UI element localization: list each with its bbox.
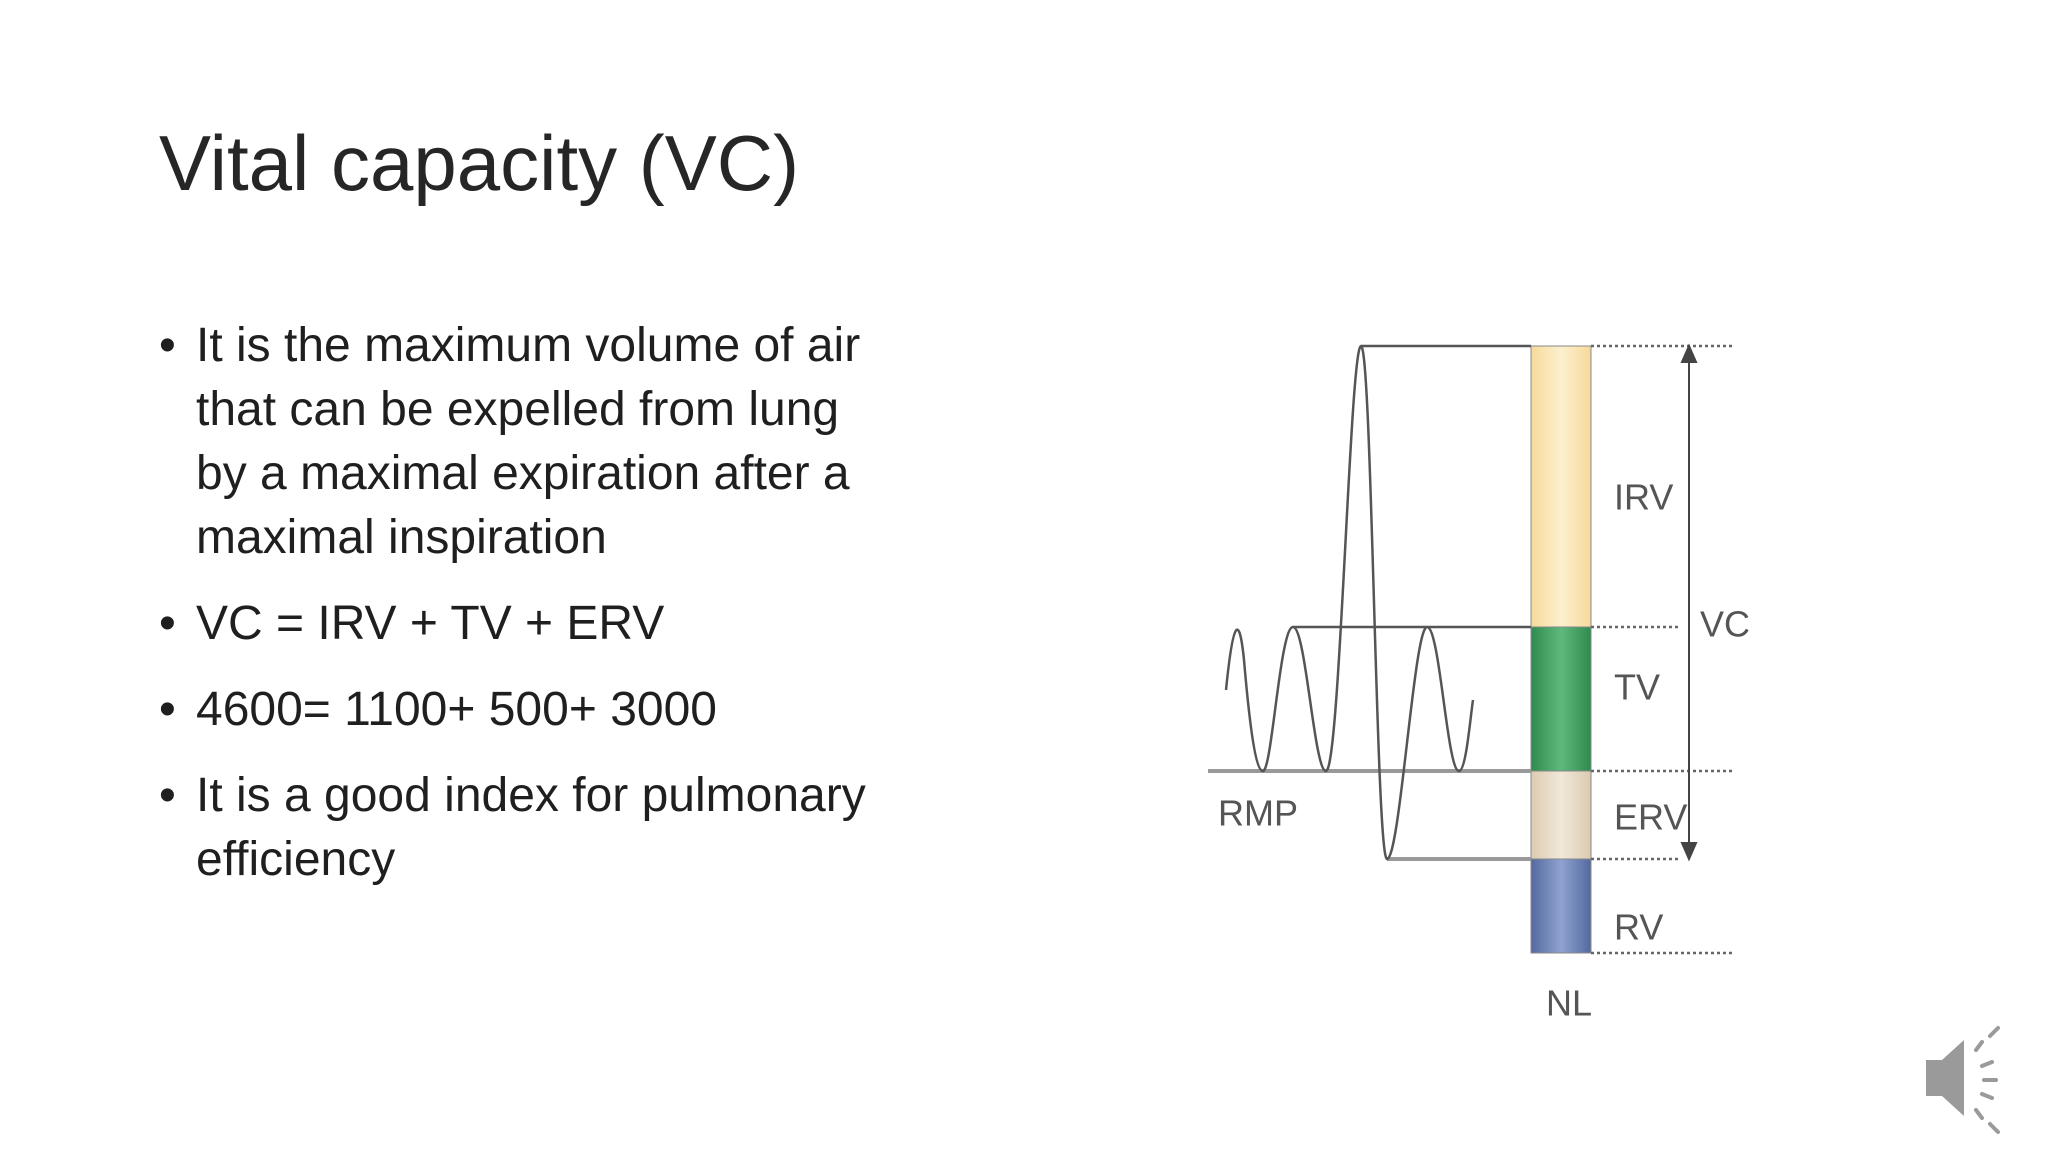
bullet-line: VC = IRV + TV + ERV <box>196 597 665 650</box>
speaker-body <box>1926 1040 1964 1116</box>
rv-label: RV <box>1614 907 1663 948</box>
arrow-head <box>1680 842 1698 862</box>
bullet-line: efficiency <box>196 833 396 886</box>
bullet-list: It is the maximum volume of air that can … <box>159 314 866 914</box>
vc-arrow <box>1680 343 1698 862</box>
irv-label: IRV <box>1614 477 1673 518</box>
bullet-line: It is a good index for pulmonary <box>196 769 866 822</box>
bullet-item: It is the maximum volume of air that can … <box>159 314 866 570</box>
irv-segment <box>1530 345 1592 628</box>
erv-segment <box>1530 770 1592 860</box>
erv-label: ERV <box>1614 797 1687 838</box>
waveform <box>1208 344 1531 861</box>
bullet-item: It is a good index for pulmonary efficien… <box>159 764 866 892</box>
bullet-item: VC = IRV + TV + ERV <box>159 592 866 656</box>
bullet-line: It is the maximum volume of air <box>196 319 861 372</box>
dotted-levels <box>1591 344 1734 955</box>
nl-label: NL <box>1546 983 1592 1024</box>
volume-bar <box>1530 345 1592 954</box>
rv-segment <box>1530 858 1592 954</box>
sound-waves <box>1974 1026 2000 1134</box>
bullet-line: by a maximal expiration after a <box>196 447 850 500</box>
vc-label: VC <box>1700 604 1750 645</box>
audio-icon[interactable] <box>1926 1026 2000 1134</box>
bullet-item: 4600= 1100+ 500+ 3000 <box>159 678 866 742</box>
tv-label: TV <box>1614 667 1660 708</box>
arrow-head <box>1680 343 1698 363</box>
breathing-curve <box>1224 344 1475 861</box>
label-background <box>1702 607 1748 647</box>
bullet-line: maximal inspiration <box>196 511 607 564</box>
bullet-line: 4600= 1100+ 500+ 3000 <box>196 683 717 736</box>
tv-segment <box>1530 626 1592 772</box>
bullet-line: that can be expelled from lung <box>196 383 840 436</box>
slide-title: Vital capacity (VC) <box>159 119 800 207</box>
rmp-label: RMP <box>1218 793 1298 834</box>
